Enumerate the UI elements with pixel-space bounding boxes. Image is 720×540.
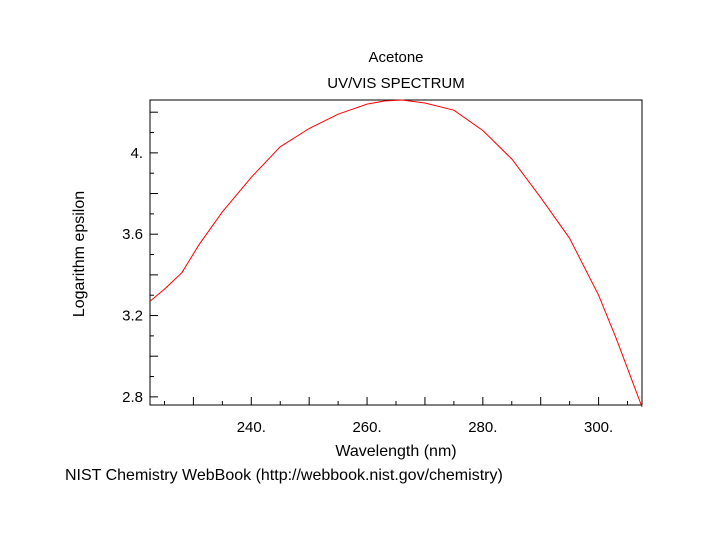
x-axis-label: Wavelength (nm) (335, 443, 456, 460)
plot-frame (149, 99, 643, 406)
axis-tick-labels: 240. 260. 280. 300. 2.8 3.2 3.6 4. (122, 145, 613, 436)
y-tick-label: 3.6 (122, 226, 143, 243)
y-tick-label: 4. (130, 145, 143, 162)
series-line (149, 99, 643, 408)
footer-credit: NIST Chemistry WebBook (http://webbook.n… (65, 467, 503, 484)
x-tick-label: 300. (584, 419, 613, 436)
y-tick-label: 3.2 (122, 308, 143, 325)
y-axis-label: Logarithm epsilon (71, 191, 88, 317)
x-tick-label: 240. (237, 419, 266, 436)
chart-subtitle: UV/VIS SPECTRUM (327, 75, 465, 92)
chart-title: Acetone (368, 49, 423, 66)
y-tick-label: 2.8 (122, 389, 143, 406)
axis-ticks (150, 111, 629, 405)
x-tick-label: 260. (352, 419, 381, 436)
x-tick-label: 280. (468, 419, 497, 436)
